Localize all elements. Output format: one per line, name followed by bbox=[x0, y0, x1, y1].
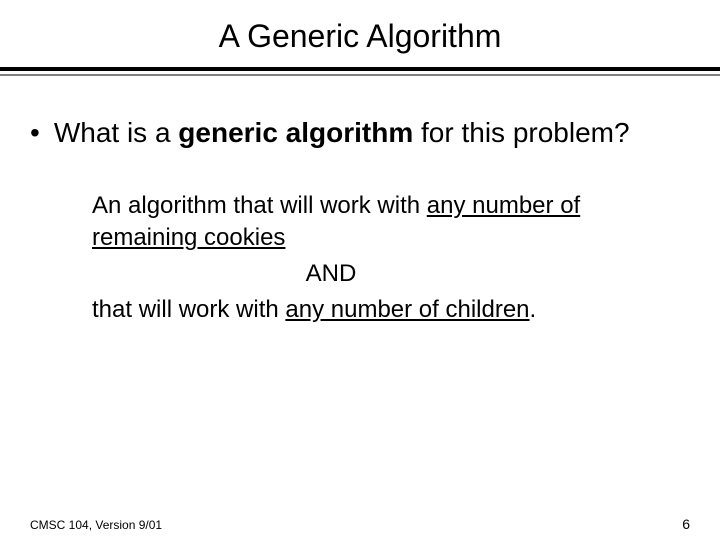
footer-left: CMSC 104, Version 9/01 bbox=[30, 518, 162, 532]
bullet-item: • What is a generic algorithm for this p… bbox=[30, 116, 690, 150]
slide: A Generic Algorithm • What is a generic … bbox=[0, 18, 720, 540]
sub-line1-pre: An algorithm that will work with bbox=[92, 192, 427, 219]
slide-body: • What is a generic algorithm for this p… bbox=[0, 76, 720, 326]
bullet-marker: • bbox=[30, 116, 40, 150]
sub-line-1: An algorithm that will work with any num… bbox=[92, 190, 690, 254]
bullet-bold: generic algorithm bbox=[178, 117, 413, 148]
title-rule bbox=[0, 67, 720, 76]
sub-block: An algorithm that will work with any num… bbox=[92, 190, 690, 326]
bullet-post: for this problem? bbox=[413, 117, 629, 148]
sub-line-2: that will work with any number of childr… bbox=[92, 294, 690, 326]
bullet-pre: What is a bbox=[54, 117, 178, 148]
sub-line2-pre: that will work with bbox=[92, 296, 285, 323]
sub-line2-post: . bbox=[530, 296, 537, 323]
slide-number: 6 bbox=[682, 516, 690, 532]
slide-title: A Generic Algorithm bbox=[0, 18, 720, 55]
bullet-text: What is a generic algorithm for this pro… bbox=[54, 116, 630, 150]
sub-and: AND bbox=[92, 258, 690, 290]
sub-line2-underline: any number of children bbox=[285, 296, 529, 323]
rule-thick bbox=[0, 67, 720, 71]
